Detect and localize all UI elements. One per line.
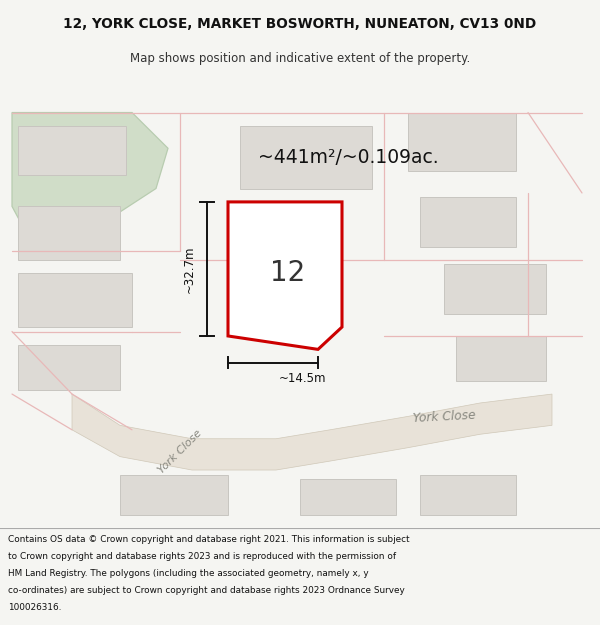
Text: 100026316.: 100026316. (8, 602, 61, 612)
Bar (240, 126, 372, 189)
Bar (18, 273, 132, 327)
Text: Map shows position and indicative extent of the property.: Map shows position and indicative extent… (130, 52, 470, 65)
Text: 12, YORK CLOSE, MARKET BOSWORTH, NUNEATON, CV13 0ND: 12, YORK CLOSE, MARKET BOSWORTH, NUNEATO… (64, 18, 536, 31)
Bar (18, 126, 126, 175)
Bar (420, 198, 516, 247)
Bar (420, 474, 516, 515)
Bar (456, 336, 546, 381)
Bar (300, 479, 396, 515)
Bar (18, 345, 120, 389)
Bar (408, 112, 516, 171)
Polygon shape (72, 394, 552, 470)
Bar (444, 264, 546, 314)
Polygon shape (228, 202, 342, 349)
Text: Contains OS data © Crown copyright and database right 2021. This information is : Contains OS data © Crown copyright and d… (8, 535, 409, 544)
Text: ~14.5m: ~14.5m (279, 372, 327, 385)
Text: to Crown copyright and database rights 2023 and is reproduced with the permissio: to Crown copyright and database rights 2… (8, 552, 396, 561)
Text: York Close: York Close (156, 428, 204, 476)
Text: 12: 12 (271, 259, 305, 288)
Bar (18, 206, 120, 260)
Bar (120, 474, 228, 515)
Text: York Close: York Close (412, 408, 476, 424)
Polygon shape (12, 112, 168, 233)
Text: co-ordinates) are subject to Crown copyright and database rights 2023 Ordnance S: co-ordinates) are subject to Crown copyr… (8, 586, 404, 595)
Text: HM Land Registry. The polygons (including the associated geometry, namely x, y: HM Land Registry. The polygons (includin… (8, 569, 368, 578)
Text: ~32.7m: ~32.7m (182, 245, 196, 292)
Text: ~441m²/~0.109ac.: ~441m²/~0.109ac. (257, 148, 439, 167)
